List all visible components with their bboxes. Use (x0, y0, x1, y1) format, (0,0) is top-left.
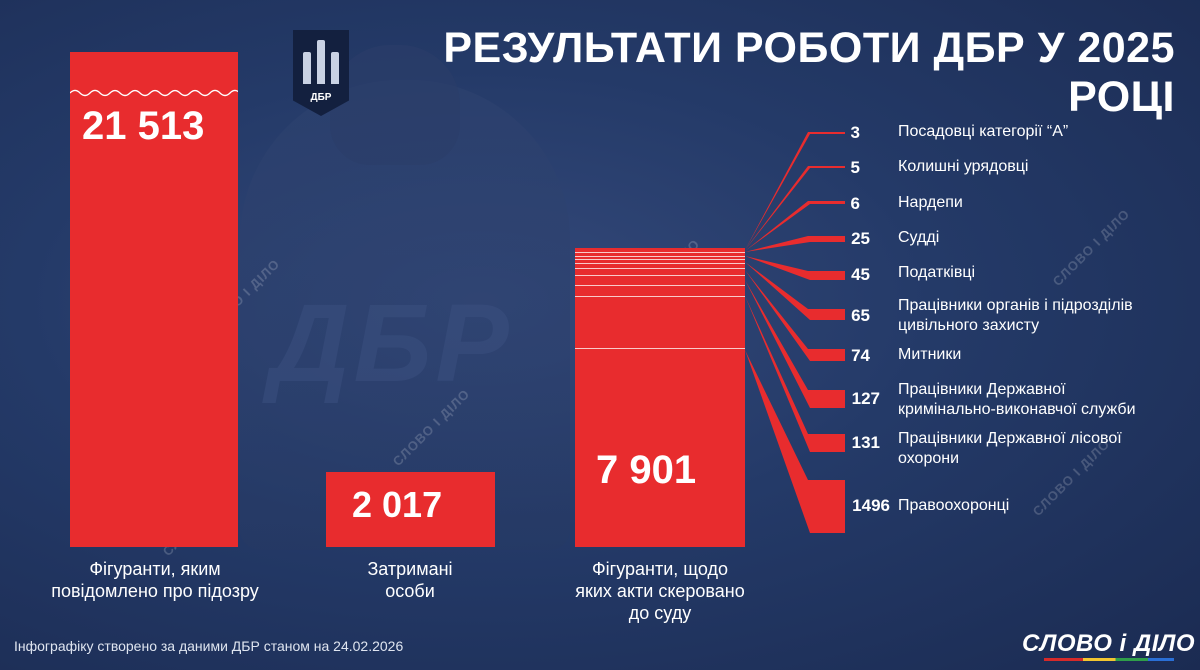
category-label-line: Працівники Державної (898, 381, 1066, 398)
category-label: Нардепи (898, 194, 963, 211)
bar-label-line: особи (385, 581, 435, 601)
category-label: Судді (898, 229, 940, 246)
brand-logo-stripe (1044, 658, 1174, 661)
bar-detained (326, 472, 495, 547)
bar-label-line: до суду (628, 603, 692, 623)
category-value: 6 (850, 194, 860, 213)
bar-court (575, 248, 745, 547)
connector-5 (745, 262, 845, 320)
category-value: 5 (850, 158, 860, 177)
category-label: Працівники органів і підрозділів цивільн… (898, 296, 1188, 336)
connector-9 (745, 350, 845, 533)
bar-label-line: яких акти скеровано (575, 581, 745, 601)
background-jacket-lettering: ДБР (270, 282, 513, 405)
connector-8 (745, 296, 845, 452)
category-label: Податківці (898, 264, 976, 281)
background-silhouette-head (330, 45, 460, 165)
bar-label-line: повідомлено про підозру (51, 581, 259, 601)
category-label: Працівники Державної лісової охорони (898, 429, 1188, 469)
bar-suspicion (70, 52, 238, 547)
bar-label-line: Затримані (367, 559, 453, 579)
connector-3 (745, 236, 845, 252)
bar-label-detained: Затримані особи (320, 558, 500, 602)
category-value: 1496 (852, 496, 890, 515)
bar-value-suspicion: 21 513 (82, 104, 205, 148)
category-label: Колишні урядовці (898, 158, 1029, 175)
source-footnote: Інфографіку створено за даними ДБР стано… (14, 638, 404, 654)
bar-value-court: 7 901 (596, 448, 697, 492)
segment-divider (575, 275, 745, 276)
brand-logo: СЛОВО і ДІЛО (1022, 630, 1196, 657)
category-label: Посадовці категорії “А” (898, 123, 1069, 140)
axis-break-icon (70, 89, 238, 97)
category-value: 131 (851, 433, 880, 452)
category-label: Правоохоронці (898, 497, 1010, 514)
connector-4 (745, 256, 845, 280)
bar-label-line: Фігуранти, щодо (591, 559, 729, 579)
category-label-line: кримінально-виконавчої служби (898, 401, 1136, 418)
category-value: 45 (851, 265, 870, 284)
category-value: 25 (851, 229, 870, 248)
segment-divider (575, 259, 745, 260)
connector-7 (745, 280, 845, 408)
category-label-line: Працівники органів і підрозділів (898, 297, 1133, 314)
segment-divider (575, 263, 745, 264)
category-value: 74 (851, 346, 870, 365)
dbr-logo-icon (301, 40, 341, 84)
category-label: Митники (898, 346, 962, 363)
segment-divider (575, 252, 745, 253)
category-label-line: цивільного захисту (898, 317, 1040, 334)
bar-value-detained: 2 017 (352, 484, 443, 525)
dbr-logo: ДБР (293, 30, 349, 116)
category-value: 65 (851, 306, 870, 325)
bar-label-line: Фігуранти, яким (89, 559, 221, 579)
category-label-line: охорони (898, 450, 960, 467)
category-label-line: Працівники Державної лісової (898, 430, 1122, 447)
segment-divider (575, 348, 745, 349)
category-value: 127 (851, 389, 880, 408)
dbr-logo-text: ДБР (310, 92, 332, 103)
category-label: Працівники Державної кримінально-виконав… (898, 380, 1188, 420)
segment-divider (575, 296, 745, 297)
bar-label-court: Фігуранти, щодо яких акти скеровано до с… (560, 558, 760, 624)
page-title: РЕЗУЛЬТАТИ РОБОТИ ДБР У 2025 РОЦІ (443, 24, 1175, 121)
category-value: 3 (850, 123, 860, 142)
bar-label-suspicion: Фігуранти, яким повідомлено про підозру (40, 558, 270, 602)
segment-divider (575, 268, 745, 269)
segment-divider (575, 256, 745, 257)
connector-6 (745, 270, 845, 361)
segment-divider (575, 285, 745, 286)
